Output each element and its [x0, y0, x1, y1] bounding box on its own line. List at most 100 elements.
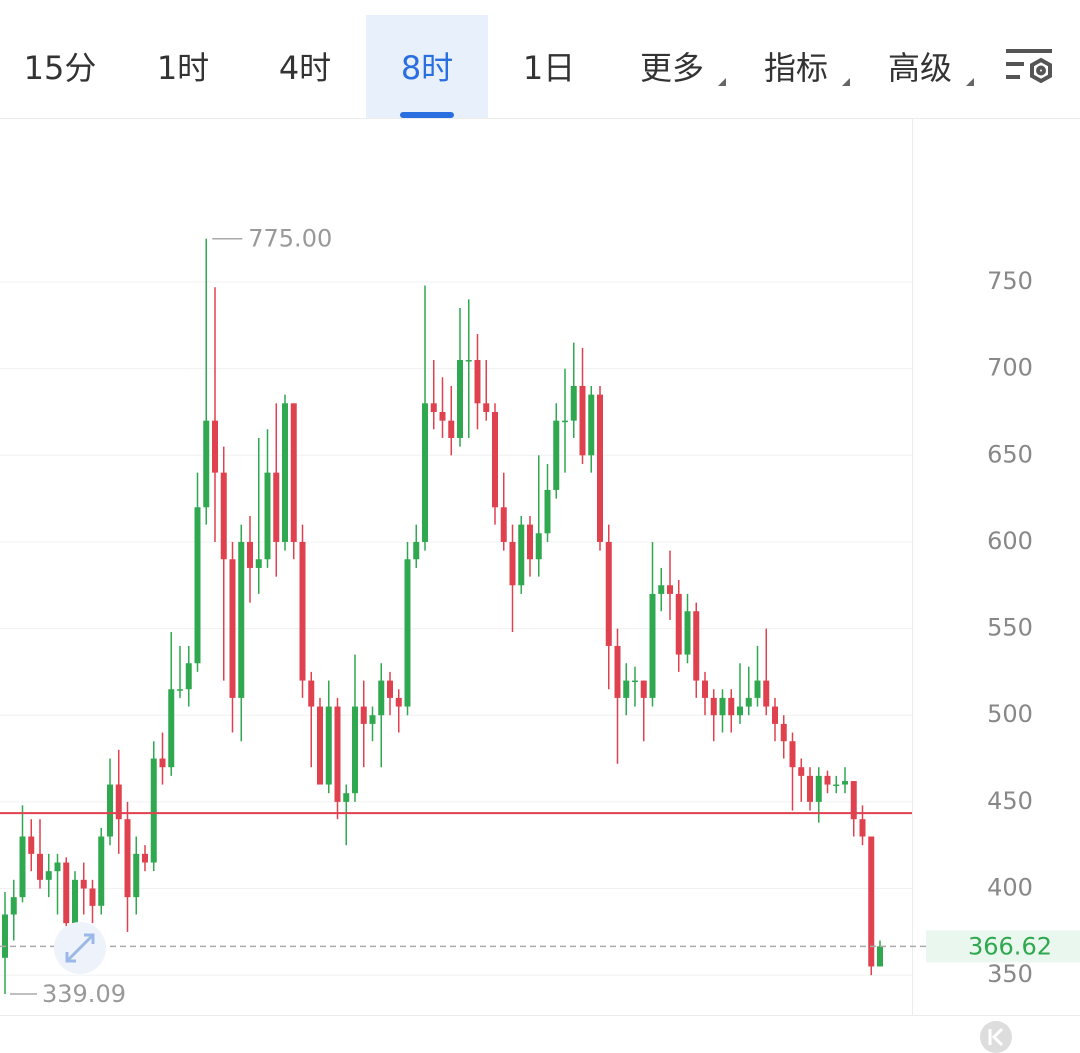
candle-body — [142, 853, 148, 863]
tab[interactable]: 指标 — [764, 49, 828, 87]
candle-body — [247, 541, 253, 568]
candle-body — [492, 411, 498, 508]
candle-body — [842, 781, 848, 785]
candle-body — [684, 611, 691, 655]
y-tick-label: 700 — [987, 354, 1033, 382]
candle-body — [168, 689, 175, 768]
y-tick-label: 400 — [987, 874, 1033, 902]
candle-body — [325, 706, 332, 785]
candle-body — [483, 403, 490, 412]
candle-body — [588, 394, 595, 456]
candle-body — [807, 775, 813, 802]
candle-body — [19, 836, 26, 898]
candle-body — [850, 781, 857, 820]
candle-body — [562, 420, 568, 423]
tab-bar: 15分 1时 4时 8时 1日 更多 指标 高级 — [24, 49, 974, 87]
candle-body — [719, 697, 726, 716]
active-tab-indicator — [400, 112, 454, 118]
dropdown-arrow — [842, 78, 850, 86]
candle-body — [352, 706, 358, 794]
candle-body — [422, 403, 428, 542]
y-tick-label: 550 — [987, 614, 1033, 642]
tab[interactable]: 4时 — [279, 49, 331, 87]
candle-body — [360, 706, 367, 724]
candle-body — [527, 524, 533, 560]
candle-body — [308, 680, 315, 707]
candle-body — [98, 836, 105, 906]
candle-body — [369, 715, 376, 724]
y-tick-label: 500 — [987, 700, 1033, 728]
candle-body — [80, 879, 87, 889]
candle-body — [430, 403, 437, 412]
candle-body — [605, 541, 612, 646]
candle-body — [203, 420, 210, 508]
expand-icon[interactable] — [54, 922, 106, 974]
settings-icon[interactable] — [1006, 49, 1052, 84]
candle-body — [378, 680, 385, 716]
candle-body — [780, 723, 787, 742]
dropdown-arrow — [718, 78, 726, 86]
candle-body — [89, 888, 96, 906]
candle-body — [675, 593, 682, 655]
tab[interactable]: 高级 — [888, 49, 952, 87]
candle-body — [387, 680, 393, 698]
candle-body — [439, 411, 446, 421]
tab[interactable]: 1日 — [523, 49, 575, 87]
candle-body — [54, 862, 61, 872]
candle-body — [150, 758, 157, 863]
candle-body — [212, 420, 218, 473]
y-tick-label: 650 — [987, 440, 1033, 468]
candle-body — [72, 879, 78, 924]
candle-body — [544, 489, 551, 534]
tab[interactable]: 1时 — [157, 49, 209, 87]
candle-body — [395, 697, 402, 707]
candle-body — [465, 359, 472, 362]
candles — [2, 238, 883, 995]
candle-body — [649, 593, 656, 698]
candle-body — [737, 706, 743, 716]
candle-body — [177, 689, 183, 691]
candle-body — [229, 559, 236, 698]
candle-body — [159, 758, 166, 768]
candle-body — [194, 507, 201, 664]
candle-body — [570, 385, 577, 421]
tab[interactable]: 更多 — [640, 49, 704, 87]
candle-body — [107, 784, 113, 837]
candle-body — [754, 680, 761, 698]
candle-body — [220, 472, 227, 560]
candle-body — [343, 793, 350, 802]
candle-body — [535, 533, 542, 560]
candle-body — [868, 836, 875, 967]
candle-body — [2, 914, 8, 958]
candle-body — [10, 897, 17, 915]
candle-body — [815, 775, 822, 802]
candle-body — [273, 472, 280, 542]
candle-body — [772, 706, 778, 724]
candle-body — [632, 680, 638, 683]
candle-body — [282, 403, 288, 542]
candle-body — [45, 871, 52, 880]
grid: 350 400 450 500 550 600 650 700 750 — [0, 267, 1033, 988]
scroll-latest-button[interactable] — [980, 1021, 1012, 1053]
candle-body — [37, 853, 43, 880]
candle-body — [877, 946, 883, 967]
candle-body — [798, 767, 805, 776]
candle-body — [185, 663, 192, 690]
candle-body — [745, 697, 752, 707]
candle-body — [553, 420, 560, 490]
candle-body — [597, 394, 603, 542]
candle-body — [518, 524, 525, 586]
candle-body — [667, 585, 673, 594]
candle-body — [500, 507, 507, 542]
candle-body — [658, 585, 665, 594]
candle-body — [509, 541, 516, 586]
candle-body — [255, 559, 262, 568]
active-tab-bg — [366, 15, 488, 118]
candle-body — [448, 420, 455, 438]
candle-body — [28, 836, 35, 854]
candle-body — [789, 741, 796, 768]
tab[interactable]: 8时 — [401, 49, 453, 87]
tab[interactable]: 15分 — [24, 49, 97, 87]
y-tick-label: 350 — [987, 960, 1033, 988]
